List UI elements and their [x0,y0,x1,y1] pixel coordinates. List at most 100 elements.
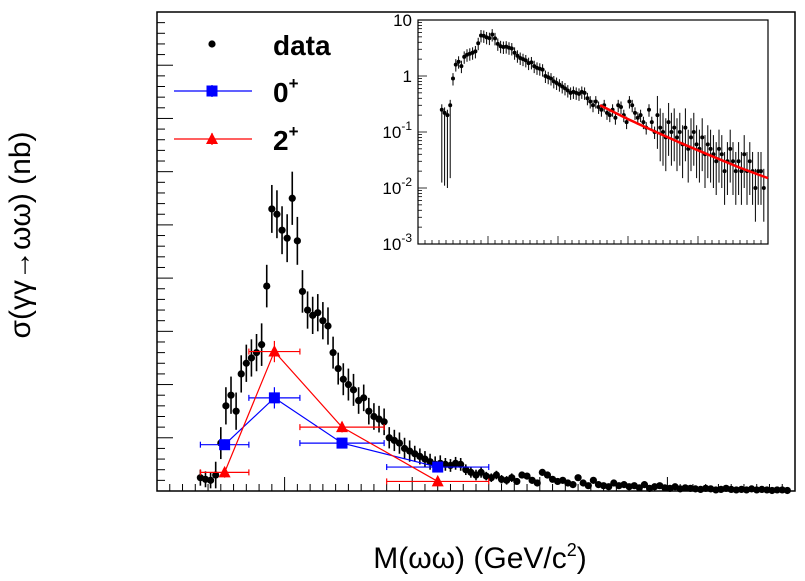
inset-y-tick-label: 1 [403,67,412,86]
inset-data-point [607,113,612,118]
data-point [380,418,388,426]
square-marker [206,85,218,97]
inset-data-point [453,62,458,67]
inset-data-point [675,135,679,140]
data-point [589,476,597,484]
inset-y-tick-label: 10-1 [382,119,412,142]
data-point [222,402,230,410]
inset-data-point [448,103,453,108]
spin0-line [224,397,438,468]
inset-data-point [661,130,665,134]
inset-data-point [666,120,671,125]
inset-data-point [761,186,766,190]
triangle-marker [206,132,218,144]
data-point [334,364,342,373]
inset-data-point [529,60,534,65]
inset-y-tick-base: 10 [382,179,401,198]
inset-data-point [669,130,674,134]
inset-data-point [451,76,455,81]
inset-y-tick-base: 10 [382,123,401,142]
data-point [288,194,296,202]
inset-y-tick-base: 1 [403,67,412,86]
data-point [492,471,501,479]
inset-data-point [523,58,528,63]
data-point [268,205,276,213]
inset-data-point [736,159,741,164]
data-point [247,354,256,362]
inset-data-point [689,135,693,140]
data-point [258,341,266,349]
triangle-marker [268,345,281,357]
inset-data-point [655,113,660,118]
inset-data-point [691,130,696,134]
inset-data-point [540,67,545,72]
inset-data-point [624,120,629,125]
inset-data-point [705,142,710,147]
data-point [513,477,521,486]
inset-data-point [719,152,724,157]
inset-data-point [753,186,758,190]
data-point [574,474,582,482]
data-point [395,439,404,447]
inset-data-point [476,41,481,46]
inset-data-point [512,50,517,55]
triangle-marker [431,474,444,487]
square-marker [219,439,231,451]
inset-data-point [490,32,495,37]
inset-data-point [694,142,699,147]
data-point [232,407,240,415]
data-point [227,391,235,399]
inset-data-point [647,107,651,112]
inset-data-point [619,104,623,109]
x-axis-label: M(ωω) (GeV/c2) [373,540,587,575]
inset-y-tick-base: 10 [393,11,412,30]
inset-data-point [756,169,761,174]
data-point [293,237,301,245]
inset-data-point [613,115,618,120]
inset-y-tick-base: 10 [382,235,401,254]
inset-data-point [588,99,593,104]
data-point [783,486,791,495]
data-point [605,483,613,491]
data-point [283,234,291,242]
inset-data-point [658,125,663,130]
data-point [477,468,485,476]
legend-label: data [273,30,331,61]
inset-data-point [683,125,688,130]
data-point [543,471,552,479]
inset-y-tick-label: 10-3 [382,231,412,254]
inset-data-point [630,103,635,108]
data-point [298,287,307,296]
inset-data-point [728,146,733,151]
inset-data-point [439,107,444,112]
inset-data-point [442,110,447,115]
data-point [349,386,358,394]
inset-data-point [717,146,721,151]
inset-data-point [473,49,478,54]
data-point [584,482,592,490]
data-point [263,282,271,290]
data-point [273,210,281,218]
inset-data-point [633,110,637,115]
data-point [303,306,312,314]
inset-data-point [739,169,744,174]
inset-y-tick-label: 10 [393,11,412,30]
inset-data-point [593,99,598,104]
legend-label-sup: + [289,122,299,141]
data-point [237,370,245,378]
data-point [206,476,215,484]
inset-y-tick-exp: -3 [401,231,412,245]
inset-data-point [708,146,713,151]
data-point [365,407,373,415]
inset-data-point [599,107,604,112]
inset-y-tick-label: 10-2 [382,175,412,198]
inset-data-point [641,120,646,125]
y-axis-label: σ(γγ→ωω) (nb) [4,131,37,338]
inset-data-point [700,135,705,140]
data-point [523,472,531,480]
inset-data-point [459,64,464,69]
inset-data-point [585,96,590,101]
